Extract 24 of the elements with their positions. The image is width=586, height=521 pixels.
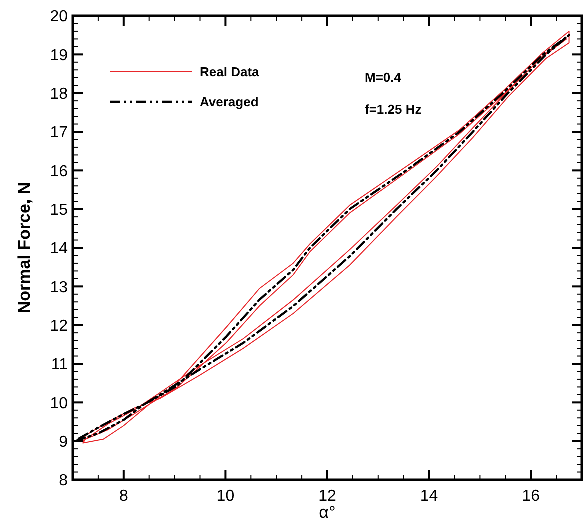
text: Averaged xyxy=(200,94,259,110)
x-tick-label: 16 xyxy=(522,488,540,505)
y-tick-label: 18 xyxy=(50,86,68,103)
annotation: f=1.25 Hz xyxy=(365,102,422,117)
x-tick-label: 10 xyxy=(216,488,235,505)
y-tick-label: 14 xyxy=(50,240,68,258)
y-axis-title: Normal Force, N xyxy=(15,182,34,314)
y-tick-label: 16 xyxy=(50,163,68,180)
x-tick-label: 8 xyxy=(119,488,128,505)
y-tick-label: 20 xyxy=(50,8,68,26)
y-tick-label: 10 xyxy=(50,395,68,412)
x-axis-title: α° xyxy=(319,503,336,521)
y-tick-label: 12 xyxy=(50,318,68,335)
y-tick-label: 19 xyxy=(50,47,68,64)
y-tick-label: 9 xyxy=(59,434,68,451)
y-tick-label: 13 xyxy=(50,279,68,296)
y-tick-label: 11 xyxy=(51,356,68,374)
y-tick-label: 15 xyxy=(50,202,68,219)
x-tick-label: 12 xyxy=(318,488,336,505)
y-tick-label: 8 xyxy=(59,472,68,490)
y-tick-label: 17 xyxy=(50,124,68,142)
x-tick-label: 14 xyxy=(420,488,438,505)
annotation: M=0.4 xyxy=(365,70,402,85)
text: Real Data xyxy=(200,64,260,80)
